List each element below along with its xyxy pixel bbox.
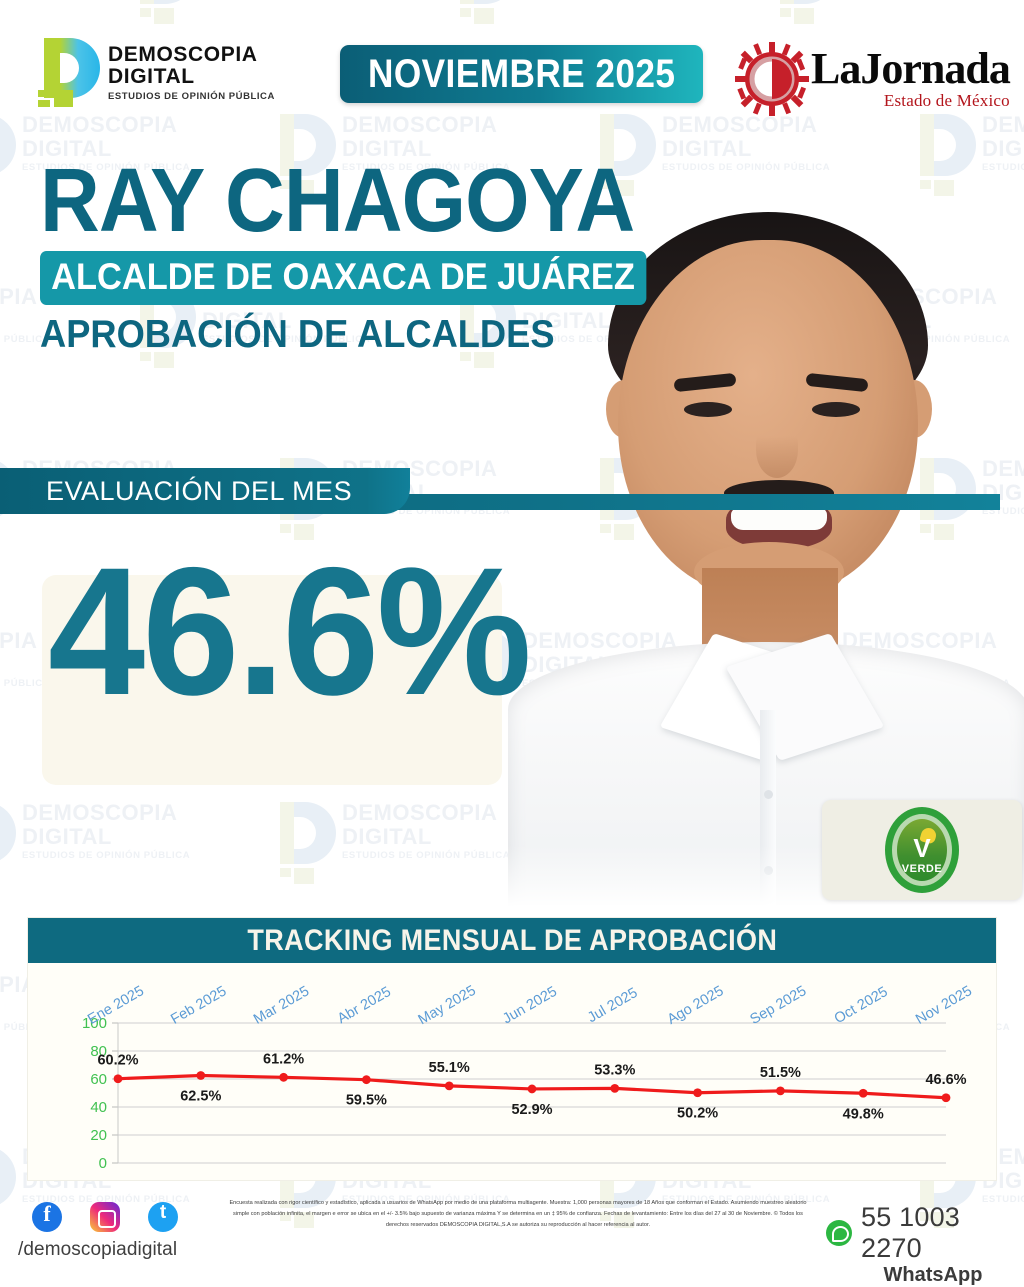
data-point-label: 52.9% <box>511 1102 552 1118</box>
data-point <box>693 1088 702 1098</box>
whatsapp-number: 55 1003 2270 <box>861 1202 960 1263</box>
data-point <box>776 1086 785 1096</box>
y-axis-tick-label: 100 <box>82 1015 107 1032</box>
whatsapp-label: WhatsApp <box>883 1264 983 1286</box>
month-badge: NOVIEMBRE 2025 <box>340 45 703 103</box>
whatsapp-block: 55 1003 2270 WhatsApp <box>826 1202 1016 1287</box>
data-point-label: 61.2% <box>263 1051 304 1067</box>
x-axis-tick-label: Oct 2025 <box>832 984 891 1027</box>
data-point-label: 60.2% <box>97 1053 138 1069</box>
party-badge: V VERDE <box>822 800 1022 900</box>
y-axis-tick-label: 0 <box>99 1155 107 1172</box>
twitter-icon[interactable] <box>148 1202 178 1232</box>
data-point-label: 50.2% <box>677 1106 718 1122</box>
social-handle: /demoscopiadigital <box>18 1239 178 1260</box>
data-point <box>196 1071 206 1080</box>
y-axis-tick-label: 40 <box>90 1099 107 1116</box>
y-axis-tick-label: 80 <box>90 1043 107 1060</box>
eye-right <box>812 402 860 417</box>
data-point <box>362 1075 371 1085</box>
data-point <box>941 1093 951 1103</box>
brand-line-1: DEMOSCOPIA <box>108 43 258 66</box>
evaluation-value-card <box>42 575 502 785</box>
evaluation-banner-label: EVALUACIÓN DEL MES <box>46 475 353 506</box>
x-axis-tick-label: Jun 2025 <box>500 984 560 1028</box>
data-point <box>279 1072 288 1082</box>
role-badge: ALCALDE DE OAXACA DE JUÁREZ <box>40 250 647 305</box>
facebook-icon[interactable] <box>32 1201 62 1232</box>
data-point-label: 55.1% <box>429 1060 470 1076</box>
data-point-label: 59.5% <box>346 1093 387 1109</box>
data-point-label: 62.5% <box>180 1089 221 1105</box>
data-point <box>527 1084 537 1094</box>
instagram-icon[interactable] <box>90 1202 120 1232</box>
x-axis-tick-label: Nov 2025 <box>913 983 975 1028</box>
tracking-header-label: TRACKING MENSUAL DE APROBACIÓN <box>247 923 777 957</box>
lajornada-wordmark: LaJornada Estado de México <box>811 44 1011 111</box>
title-block: RAY CHAGOYA ALCALDE DE OAXACA DE JUÁREZ … <box>40 151 660 357</box>
party-name: VERDE <box>901 863 943 875</box>
party-v-letter: V <box>913 833 931 863</box>
brand-line-2: DIGITAL <box>108 64 195 88</box>
x-axis-tick-label: Ene 2025 <box>85 983 147 1028</box>
survey-type-label: APROBACIÓN DE ALCALDES <box>40 312 555 356</box>
social-block: /demoscopiadigital <box>18 1201 218 1261</box>
shirt-button-1 <box>764 790 773 799</box>
tracking-header: TRACKING MENSUAL DE APROBACIÓN <box>28 918 996 963</box>
evaluation-banner-tab: EVALUACIÓN DEL MES <box>0 468 410 514</box>
nose <box>756 422 798 478</box>
data-point <box>444 1081 454 1091</box>
page-title: RAY CHAGOYA <box>40 151 635 251</box>
y-axis-tick-label: 60 <box>90 1071 107 1088</box>
data-point <box>113 1074 123 1084</box>
x-axis-tick-label: Mar 2025 <box>251 983 312 1027</box>
lajornada-logo: LaJornada Estado de México <box>735 38 1011 118</box>
data-point-label: 46.6% <box>925 1072 966 1088</box>
disclaimer-text: Encuesta realizada con rigor científico … <box>229 1200 807 1228</box>
data-point-label: 51.5% <box>760 1065 801 1081</box>
footer: /demoscopiadigital Encuesta realizada co… <box>0 1188 1024 1286</box>
x-axis-tick-label: Feb 2025 <box>168 983 229 1027</box>
x-axis-tick-label: Abr 2025 <box>335 984 394 1027</box>
lajornada-subtitle: Estado de México <box>883 90 1010 110</box>
x-axis-tick-label: Sep 2025 <box>748 983 810 1028</box>
y-axis-tick-label: 20 <box>90 1127 107 1144</box>
header: DEMOSCOPIA DIGITAL ESTUDIOS DE OPINIÓN P… <box>0 0 1024 130</box>
data-point <box>610 1083 620 1093</box>
evaluation-banner: EVALUACIÓN DEL MES <box>0 468 1000 514</box>
lajornada-sun-icon <box>735 42 809 116</box>
data-point-label: 49.8% <box>843 1106 884 1122</box>
demoscopia-logo-text: DEMOSCOPIA DIGITAL ESTUDIOS DE OPINIÓN P… <box>108 44 275 102</box>
whatsapp-icon[interactable] <box>826 1220 852 1246</box>
x-axis-tick-label: Jul 2025 <box>585 985 640 1026</box>
evaluation-value: 46.6% <box>48 529 532 733</box>
data-point-label: 53.3% <box>594 1062 635 1078</box>
x-axis-tick-label: May 2025 <box>416 983 479 1029</box>
party-logo-verde-icon: V VERDE <box>885 807 959 893</box>
lajornada-name: LaJornada <box>811 44 1011 93</box>
demoscopia-logo-mark <box>38 38 100 110</box>
tracking-section: TRACKING MENSUAL DE APROBACIÓN 0 20 40 60 80… <box>28 918 996 1180</box>
data-point <box>858 1088 868 1098</box>
brand-tagline: ESTUDIOS DE OPINIÓN PÚBLICA <box>108 90 275 102</box>
eye-left <box>684 402 732 417</box>
month-badge-label: NOVIEMBRE 2025 <box>367 51 676 96</box>
x-axis-tick-label: Ago 2025 <box>665 983 727 1028</box>
tracking-chart: 0 20 40 60 80 100 Ene 2025 Feb 2025 Mar 2025 Abr … <box>28 963 996 1180</box>
demoscopia-logo: DEMOSCOPIA DIGITAL ESTUDIOS DE OPINIÓN P… <box>38 38 298 110</box>
